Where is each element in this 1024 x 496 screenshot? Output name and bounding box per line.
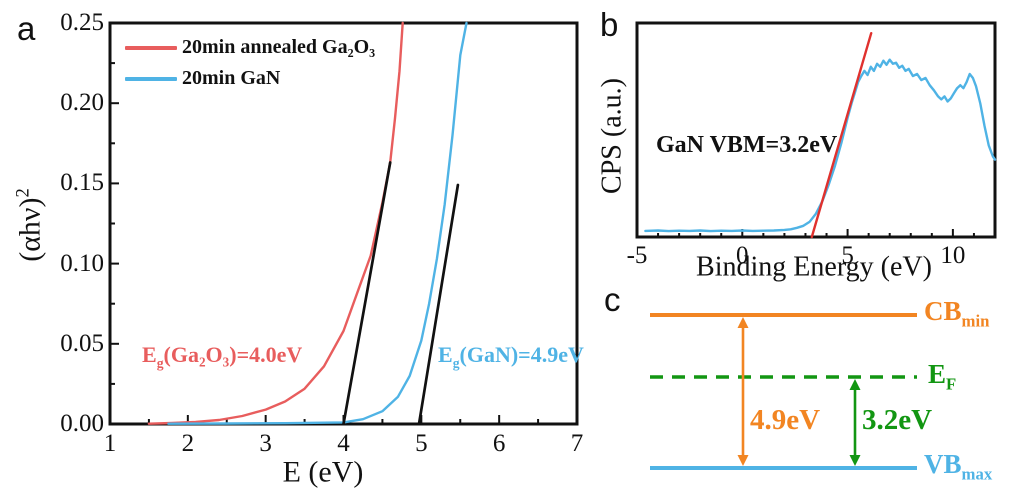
a-x-tick-label: 6 <box>492 430 506 457</box>
c-fermi-arrow-up-head <box>849 379 861 390</box>
panel-c-label: c <box>604 281 621 318</box>
a-annotation-ga2o3-gap: Eg(Ga₂O₃)=4.0eV <box>142 342 303 371</box>
b-x-tick-label: 10 <box>940 242 966 269</box>
a-x-tick-label: 2 <box>181 430 195 457</box>
c-gap-arrow-down-head <box>737 455 749 466</box>
a-y-tick-label: 0.05 <box>60 329 104 357</box>
b-vbm-fit-line <box>810 32 873 239</box>
c-vbmax-label: VBmax <box>924 449 993 484</box>
c-cbmin-label: CBmin <box>924 296 990 331</box>
b-x-axis-title: Binding Energy (eV) <box>696 251 932 283</box>
c-gap-arrow-up-head <box>737 317 749 328</box>
a-y-tick-label: 0.15 <box>60 169 104 197</box>
b-x-tick-label: -5 <box>626 242 648 269</box>
a-y-tick-label: 0.10 <box>60 249 104 277</box>
b-y-axis-title: CPS (a.u.) <box>596 78 628 194</box>
c-gap-value-label: 4.9eV <box>750 404 821 436</box>
a-y-tick-label: 0.00 <box>60 410 104 437</box>
legend-label-gan: 20min GaN <box>182 67 281 89</box>
a-tangent-gan <box>417 183 460 426</box>
b-x-tick-label: 5 <box>841 242 854 269</box>
a-y-tick-label: 0.20 <box>60 89 104 117</box>
a-annotation-gan-gap: Eg(GaN)=4.9eV <box>438 342 584 371</box>
a-tangent-ga2o3 <box>342 161 392 426</box>
b-annotation-vbm: GaN VBM=3.2eV <box>656 132 838 158</box>
panel-a-label: a <box>17 10 36 47</box>
a-curve-gan <box>167 21 468 425</box>
c-fermi-arrow-down-head <box>849 455 861 466</box>
b-x-tick-label: 0 <box>736 242 749 269</box>
a-x-tick-label: 3 <box>259 430 272 457</box>
a-x-axis-title: E (eV) <box>282 455 364 489</box>
legend-swatch-ga2o3 <box>125 46 177 50</box>
a-x-tick-label: 1 <box>103 430 117 457</box>
a-y-tick-label: 0.25 <box>60 9 104 36</box>
panel-b-label: b <box>600 6 619 43</box>
legend-label-ga2o3: 20min annealed Ga₂O₃ <box>182 36 376 58</box>
a-x-tick-label: 4 <box>337 430 350 457</box>
b-plot-frame <box>635 21 997 239</box>
a-x-tick-label: 5 <box>415 430 428 457</box>
b-spectrum-gan <box>644 58 997 233</box>
c-fermi-label: EF <box>928 359 957 394</box>
c-fermi-value-label: 3.2eV <box>862 404 933 436</box>
a-curve-ga2o3 <box>147 21 404 425</box>
legend-swatch-gan <box>125 77 177 81</box>
a-x-tick-label: 7 <box>570 430 584 457</box>
